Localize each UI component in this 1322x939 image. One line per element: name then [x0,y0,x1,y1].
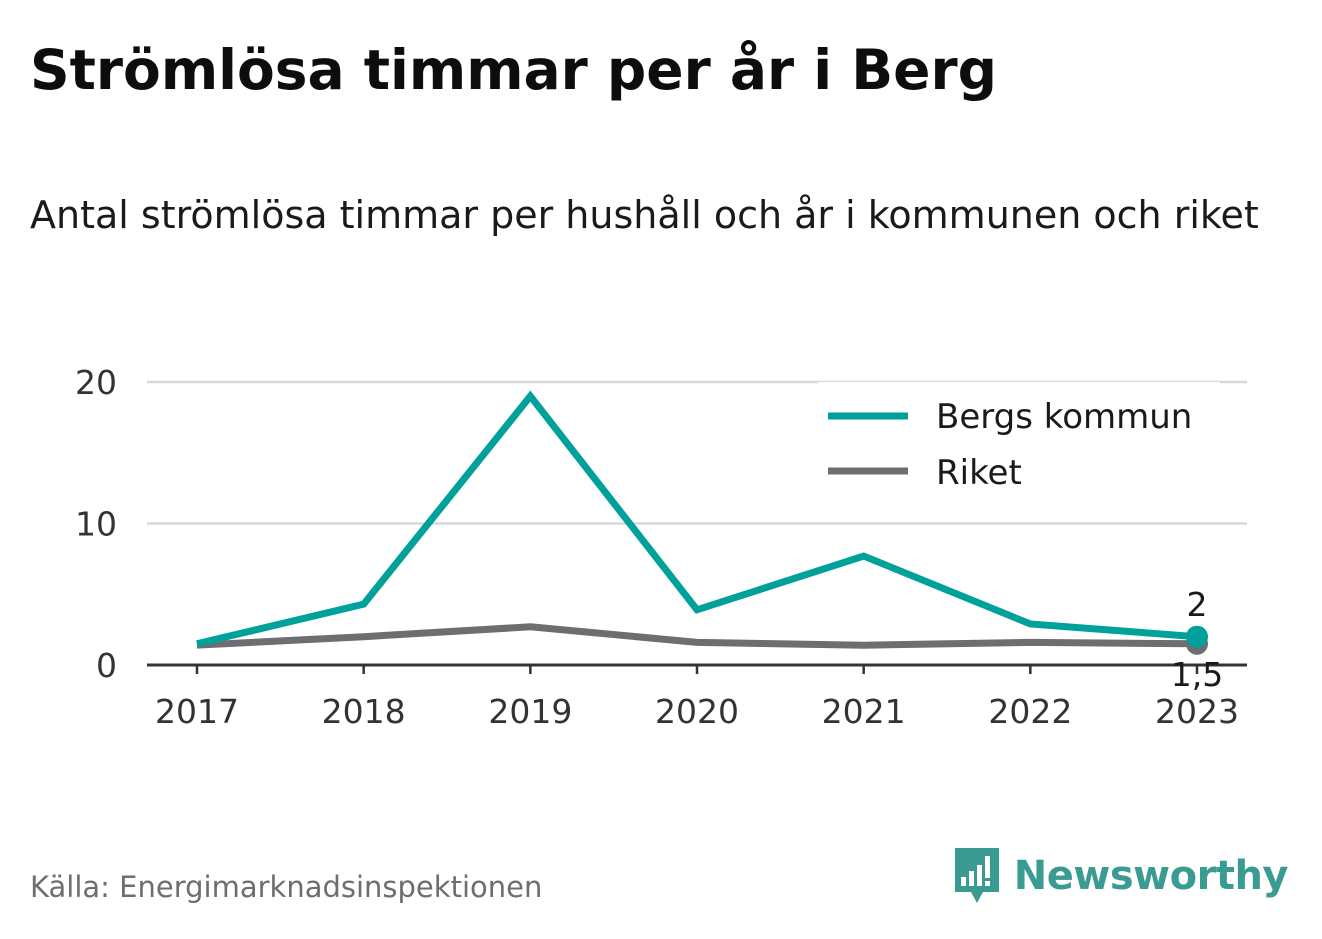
y-tick-label-10: 10 [75,505,117,544]
brand-name: Newsworthy [1013,853,1289,899]
x-axis-ticks: 2017 2018 2019 2020 2021 2022 2023 [155,665,1239,731]
x-tick-label-2017: 2017 [155,692,239,731]
legend-label-riket: Riket [936,453,1022,493]
source-note: Källa: Energimarknadsinspektionen [30,870,543,904]
legend-background [818,382,1220,504]
y-tick-label-20: 20 [75,363,117,402]
chart-title: Strömlösa timmar per år i Berg [30,38,997,102]
series-lines [196,390,1208,655]
series-line-bergs-kommun [196,390,1198,648]
x-tick-label-2023: 2023 [1155,692,1239,731]
x-tick-label-2022: 2022 [988,692,1072,731]
x-tick-label-2019: 2019 [488,692,572,731]
series-line-riket [196,623,1198,649]
y-tick-label-0: 0 [96,646,117,685]
x-tick-label-2020: 2020 [655,692,739,731]
x-tick-label-2018: 2018 [322,692,406,731]
legend: Bergs kommun Riket [818,382,1220,504]
chart-subtitle: Antal strömlösa timmar per hushåll och å… [30,193,1259,237]
newsworthy-logo: Newsworthy [952,845,1289,907]
legend-label-bergs-kommun: Bergs kommun [936,397,1192,437]
end-point-bergs-kommun [1186,625,1208,648]
x-tick-label-2021: 2021 [822,692,906,731]
y-axis-ticks: 0 10 20 [75,363,117,685]
newsworthy-icon [954,848,999,903]
end-label-riket: 1,5 [1171,655,1223,694]
end-label-bergs-kommun: 2 [1187,585,1208,624]
end-labels: 2 1,5 [1171,585,1223,694]
